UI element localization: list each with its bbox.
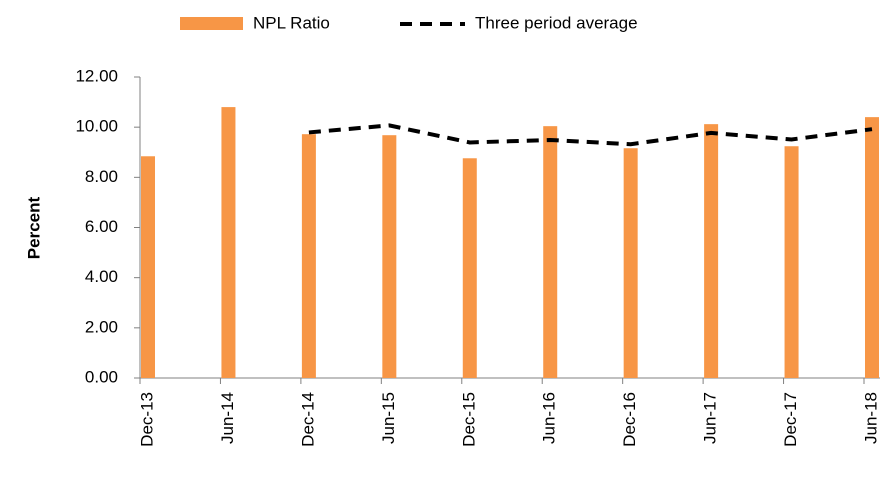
y-tick-label: 2.00 [85, 317, 118, 336]
x-tick-label: Dec-16 [620, 392, 639, 447]
y-tick-label: 6.00 [85, 217, 118, 236]
legend-label: NPL Ratio [253, 13, 330, 32]
bar [543, 126, 558, 378]
bar [141, 156, 155, 378]
x-tick-label: Dec-17 [781, 392, 800, 447]
x-tick-label: Jun-15 [379, 392, 398, 444]
x-tick-label: Dec-14 [298, 392, 317, 447]
line-series [308, 123, 873, 147]
bar [704, 124, 719, 378]
x-tick-label: Jun-18 [861, 392, 880, 444]
x-tick-label: Jun-17 [701, 392, 720, 444]
bar [382, 135, 397, 378]
bar [623, 148, 638, 378]
y-axis-title: Percent [24, 196, 43, 259]
y-tick-label: 10.00 [75, 117, 118, 136]
x-tick-label: Dec-15 [459, 392, 478, 447]
y-tick-label: 8.00 [85, 167, 118, 186]
x-tick-label: Jun-16 [540, 392, 559, 444]
legend-label: Three period average [475, 13, 638, 32]
bar [301, 134, 316, 378]
x-tick-label: Jun-14 [218, 392, 237, 444]
bar [221, 107, 236, 378]
y-tick-label: 4.00 [85, 267, 118, 286]
bar [865, 117, 879, 378]
y-tick-label: 12.00 [75, 66, 118, 85]
bar [462, 158, 477, 378]
y-tick-label: 0.00 [85, 367, 118, 386]
bar [784, 146, 799, 378]
x-tick-label: Dec-13 [137, 392, 156, 447]
legend-swatch [180, 17, 243, 30]
